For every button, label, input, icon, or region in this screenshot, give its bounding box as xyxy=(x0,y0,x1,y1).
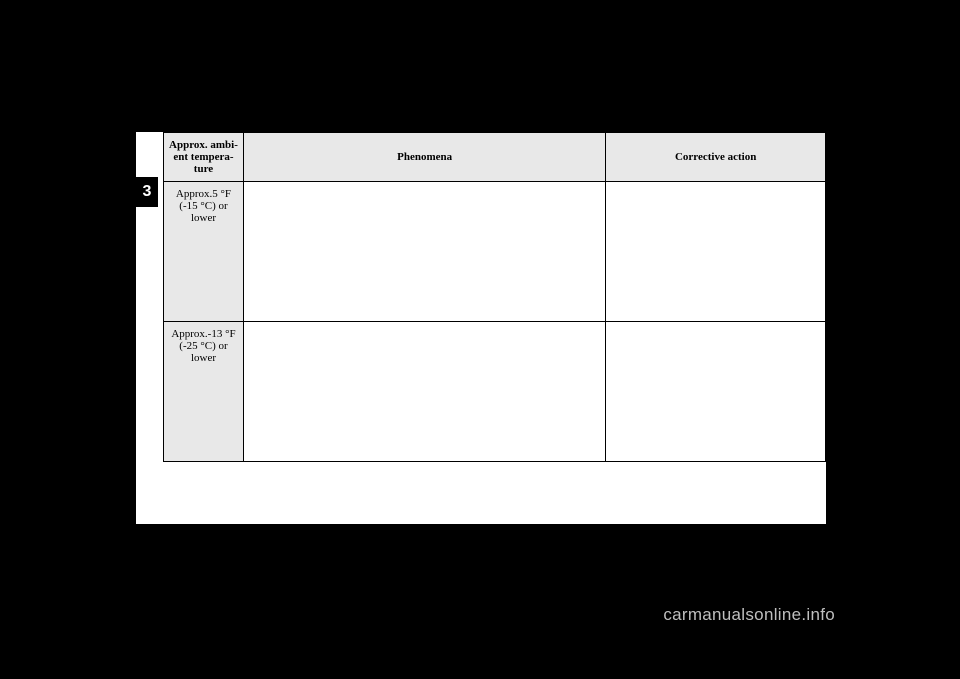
temp-cell: Approx.5 °F (-15 °C) or lower xyxy=(164,182,244,322)
chapter-number: 3 xyxy=(143,183,152,201)
header-text: Corrective action xyxy=(675,151,756,163)
phenomena-cell xyxy=(243,322,605,462)
watermark-text: carmanualsonline.info xyxy=(663,605,835,625)
table-row: Approx.-13 °F (-25 °C) or lower xyxy=(164,322,826,462)
chapter-tab: 3 xyxy=(136,177,158,207)
temp-value: lower xyxy=(191,352,216,364)
header-text: Phenomena xyxy=(397,151,452,163)
temp-value: (-15 °C) or xyxy=(179,200,227,212)
temp-value: Approx.5 °F xyxy=(176,188,231,200)
header-ambient-temp: Approx. ambi-ent tempera-ture xyxy=(164,133,244,182)
temp-value: lower xyxy=(191,212,216,224)
temp-value: Approx.-13 °F xyxy=(171,328,235,340)
action-cell xyxy=(606,182,826,322)
action-cell xyxy=(606,322,826,462)
phenomena-table: Approx. ambi-ent tempera-ture Phenomena … xyxy=(163,132,826,462)
page-content: Approx. ambi-ent tempera-ture Phenomena … xyxy=(136,132,826,524)
header-text: Approx. ambi-ent tempera-ture xyxy=(169,139,238,175)
temp-cell: Approx.-13 °F (-25 °C) or lower xyxy=(164,322,244,462)
header-phenomena: Phenomena xyxy=(243,133,605,182)
table-row: Approx.5 °F (-15 °C) or lower xyxy=(164,182,826,322)
header-corrective-action: Corrective action xyxy=(606,133,826,182)
phenomena-cell xyxy=(243,182,605,322)
temp-value: (-25 °C) or xyxy=(179,340,227,352)
table-header-row: Approx. ambi-ent tempera-ture Phenomena … xyxy=(164,133,826,182)
